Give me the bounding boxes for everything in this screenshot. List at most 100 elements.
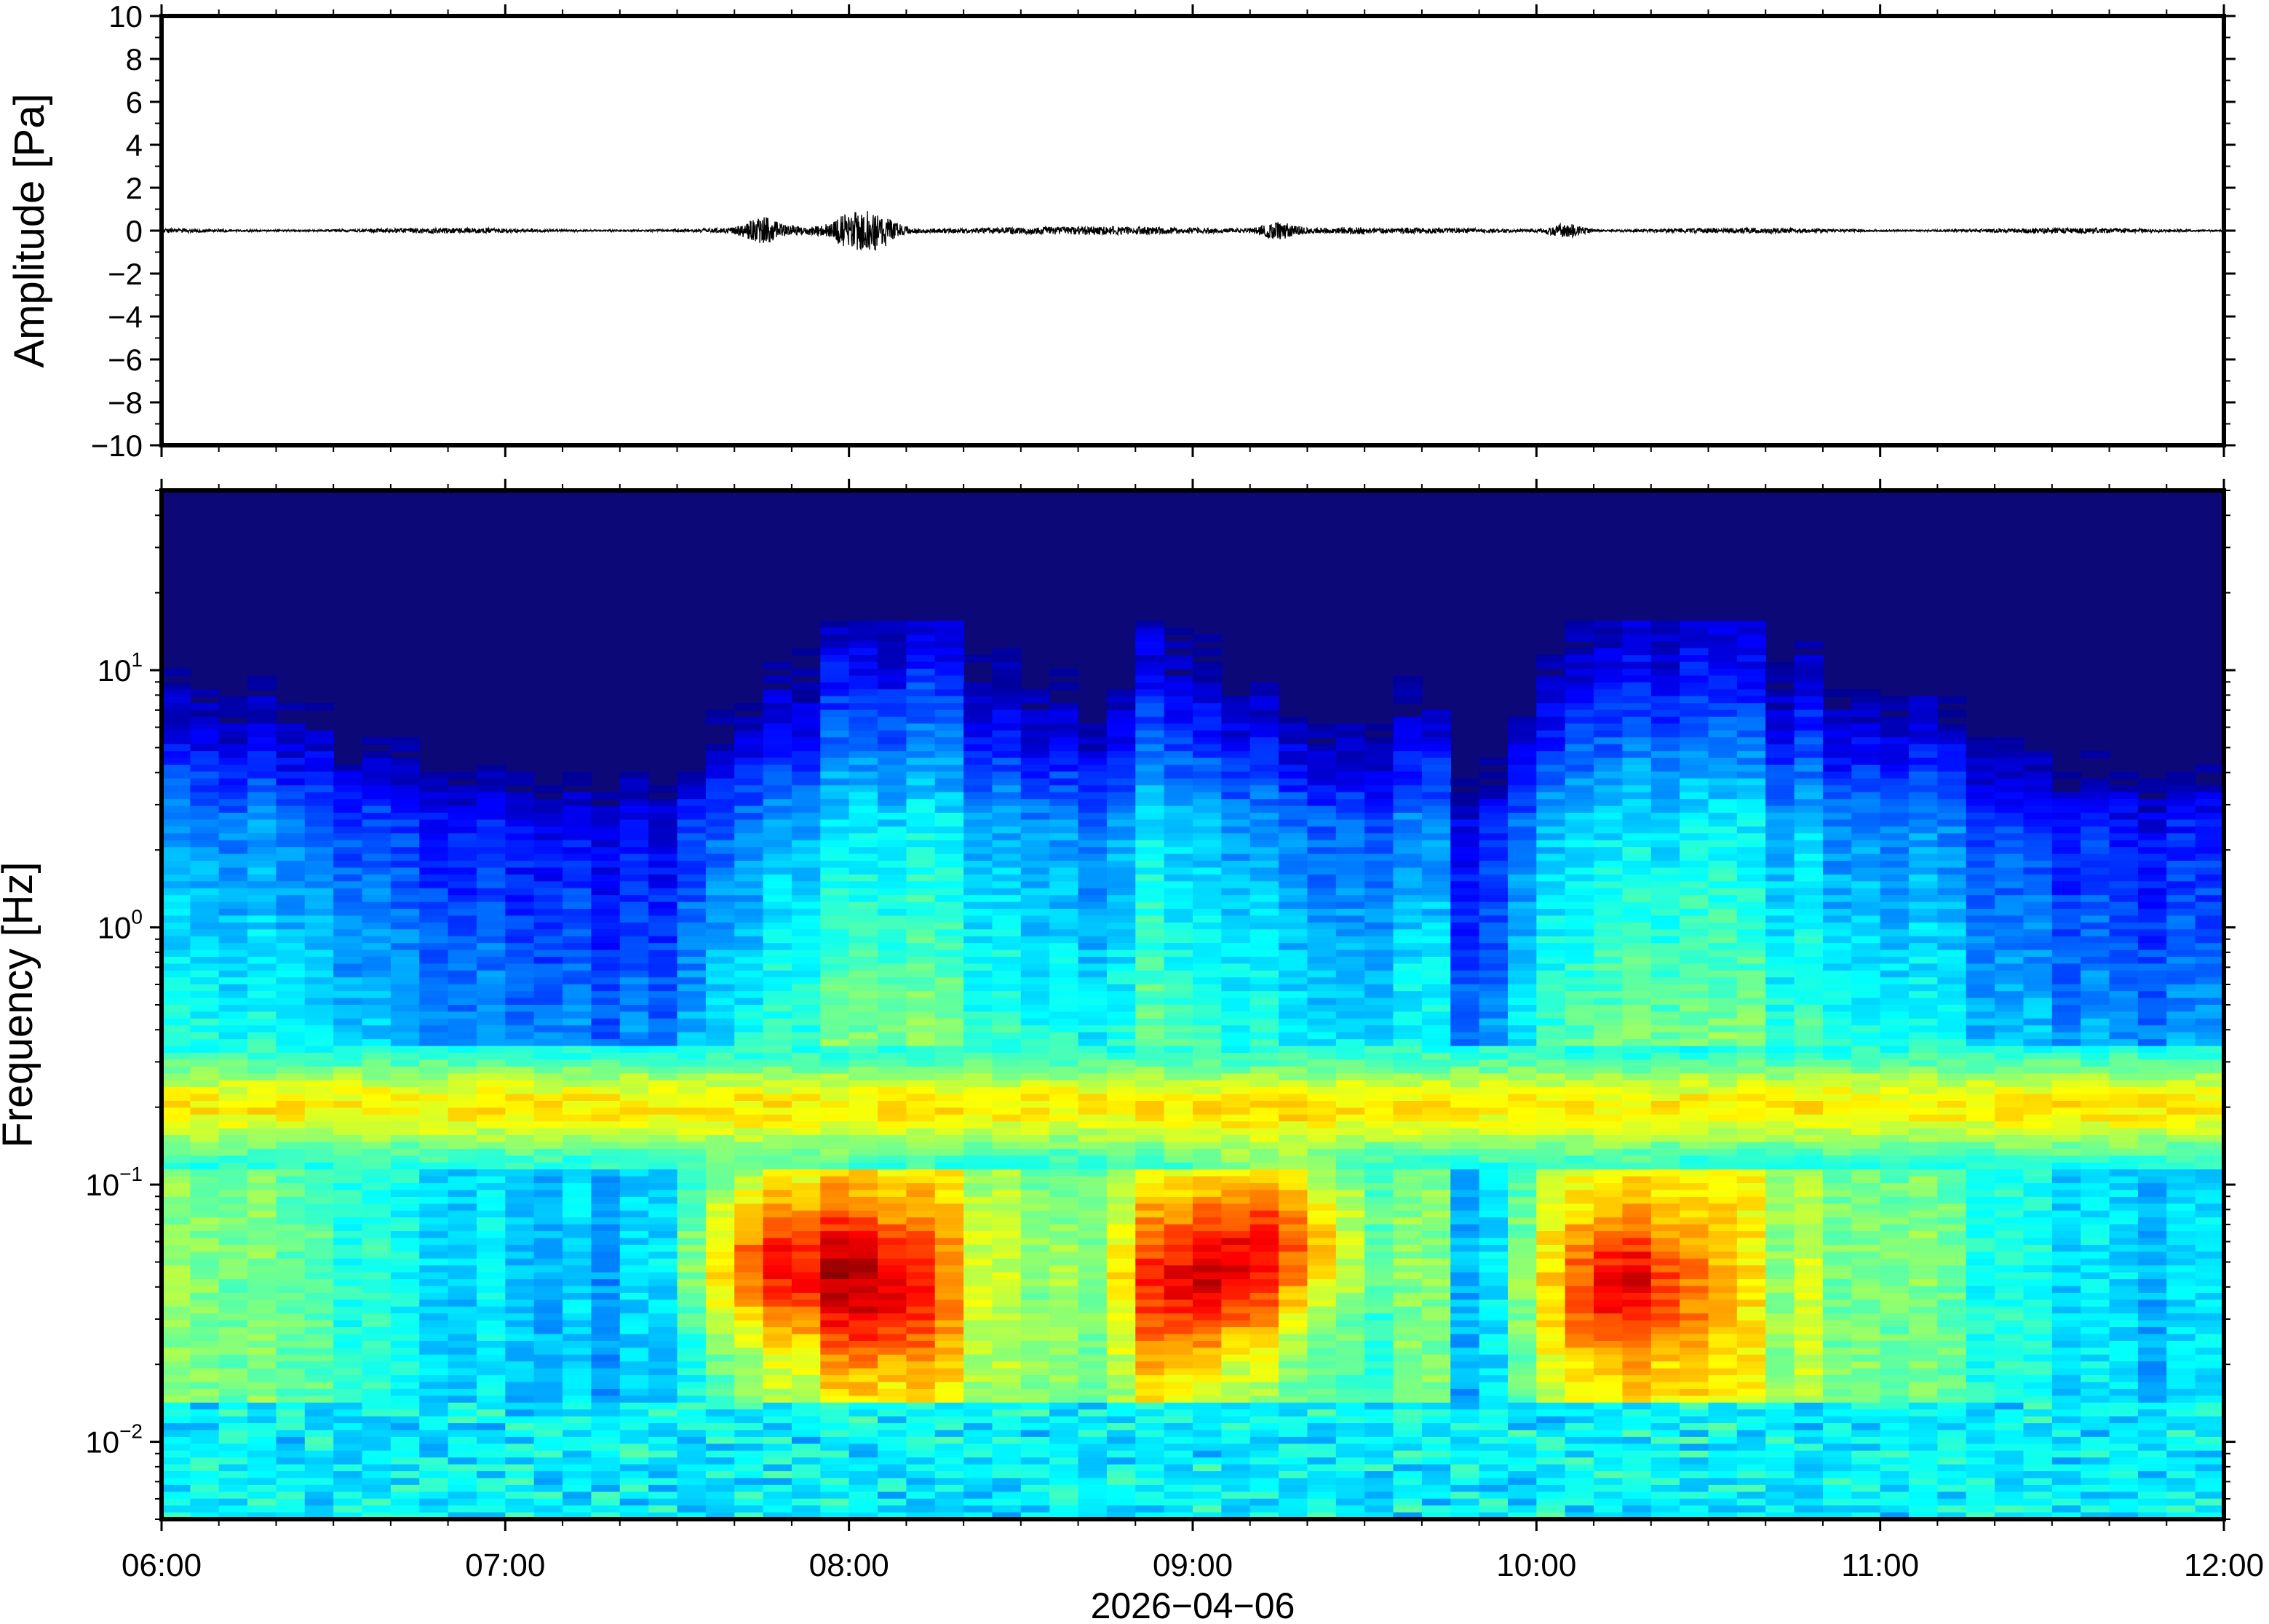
spectrogram-cell <box>1135 1388 1165 1397</box>
spectrogram-cell <box>1193 1382 1223 1390</box>
spectrogram-cell <box>190 709 220 717</box>
spectrogram-cell <box>619 1484 649 1493</box>
spectrogram-cell <box>705 984 736 992</box>
spectrogram-cell <box>1249 847 1279 855</box>
spectrogram-cell <box>1106 909 1137 917</box>
spectrogram-cell <box>1221 1052 1251 1061</box>
spectrogram-cell <box>533 998 563 1006</box>
spectrogram-cell <box>1135 861 1165 869</box>
spectrogram-cell <box>563 895 592 903</box>
spectrogram-cell <box>1164 867 1193 875</box>
spectrogram-cell <box>849 1032 878 1040</box>
spectrogram-cell <box>304 1135 334 1143</box>
spectrogram-cell <box>734 1388 764 1397</box>
spectrogram-cell <box>878 1457 907 1465</box>
spectrogram-cell <box>849 1238 878 1246</box>
spectrogram-cell <box>849 901 878 909</box>
spectrogram-cell <box>1078 1224 1108 1232</box>
spectrogram-cell <box>619 1388 649 1397</box>
spectrogram-cell <box>362 1005 392 1013</box>
spectrogram-cell <box>791 1142 822 1150</box>
spectrogram-cell <box>1078 1327 1108 1335</box>
spectrogram-cell <box>734 1238 764 1246</box>
spectrogram-cell <box>304 977 334 985</box>
spectrogram-cell <box>1193 1196 1223 1205</box>
spectrogram-cell <box>448 1162 477 1171</box>
spectrogram-cell <box>390 1059 421 1067</box>
spectrogram-cell <box>448 1416 477 1424</box>
spectrogram-cell <box>849 1409 878 1417</box>
spectrogram-cell <box>362 847 392 855</box>
spectrogram-cell <box>677 1292 707 1301</box>
spectrogram-cell <box>162 696 191 704</box>
spectrogram-cell <box>1078 826 1108 835</box>
spectrogram-cell <box>476 1039 506 1047</box>
spectrogram-cell <box>1193 847 1223 855</box>
spectrogram-cell <box>505 1142 535 1150</box>
spectrogram-cell <box>820 1382 850 1390</box>
spectrogram-cell <box>992 1505 1022 1513</box>
spectrogram-cell <box>276 929 306 937</box>
spectrogram-cell <box>162 991 191 999</box>
spectrogram-cell <box>878 963 907 971</box>
spectrogram-cell <box>190 765 220 773</box>
spectrogram-cell <box>333 1018 363 1027</box>
spectrogram-cell <box>304 1368 334 1376</box>
spectrogram-cell <box>505 1340 535 1349</box>
spectrogram-cell <box>820 888 850 896</box>
spectrogram-cell <box>333 1052 363 1061</box>
spectrogram-cell <box>820 977 850 985</box>
spectrogram-cell <box>276 901 306 909</box>
spectrogram-cell <box>820 771 850 779</box>
spectrogram-cell <box>276 1210 306 1219</box>
spectrogram-cell <box>1020 1492 1050 1500</box>
spectrogram-cell <box>677 1279 707 1287</box>
spectrogram-cell <box>1164 963 1193 971</box>
spectrogram-cell <box>763 1396 792 1404</box>
spectrogram-cell <box>734 915 764 923</box>
spectrogram-cell <box>1106 1224 1137 1232</box>
spectrogram-cell <box>476 1238 506 1246</box>
spectrogram-cell <box>304 1320 334 1328</box>
spectrogram-cell <box>276 963 306 971</box>
spectrogram-cell <box>276 1176 306 1184</box>
spectrogram-cell <box>1279 1258 1308 1267</box>
spectrogram-cell <box>276 881 306 889</box>
spectrogram-cell <box>1249 1340 1279 1349</box>
spectrogram-cell <box>963 1464 993 1472</box>
spectrogram-cell <box>1164 970 1193 979</box>
spectrogram-cell <box>476 1368 506 1376</box>
spectrogram-cell <box>1164 936 1193 944</box>
spectrogram-cell <box>1307 826 1337 835</box>
spectrogram-cell <box>820 1444 850 1452</box>
spectrogram-cell <box>476 1286 506 1294</box>
spectrogram-cell <box>1249 1203 1279 1211</box>
spectrogram-cell <box>906 929 936 937</box>
spectrogram-cell <box>390 1292 421 1301</box>
spectrogram-cell <box>849 778 878 787</box>
spectrogram-cell <box>1249 909 1279 917</box>
spectrogram-cell <box>648 853 678 861</box>
spectrogram-cell <box>563 1183 592 1191</box>
spectrogram-cell <box>419 1430 449 1438</box>
spectrogram-cell <box>763 984 792 992</box>
spectrogram-cell <box>1279 792 1308 800</box>
spectrogram-cell <box>563 929 592 937</box>
spectrogram-cell <box>820 1073 850 1081</box>
spectrogram-cell <box>1078 1114 1108 1123</box>
spectrogram-cell <box>763 1320 792 1328</box>
spectrogram-cell <box>591 1396 621 1404</box>
spectrogram-cell <box>878 1059 907 1067</box>
spectrogram-cell <box>476 1402 506 1410</box>
spectrogram-cell <box>448 1286 477 1294</box>
spectrogram-cell <box>1249 1306 1279 1314</box>
spectrogram-cell <box>247 1471 277 1479</box>
spectrogram-cell <box>1249 1368 1279 1376</box>
spectrogram-cell <box>1221 1025 1251 1033</box>
spectrogram-cell <box>934 915 964 923</box>
spectrogram-cell <box>849 1258 878 1267</box>
spectrogram-cell <box>1135 1423 1165 1431</box>
spectrogram-cell <box>820 1306 850 1314</box>
spectrogram-cell <box>1249 1162 1279 1171</box>
spectrogram-cell <box>705 1087 736 1095</box>
